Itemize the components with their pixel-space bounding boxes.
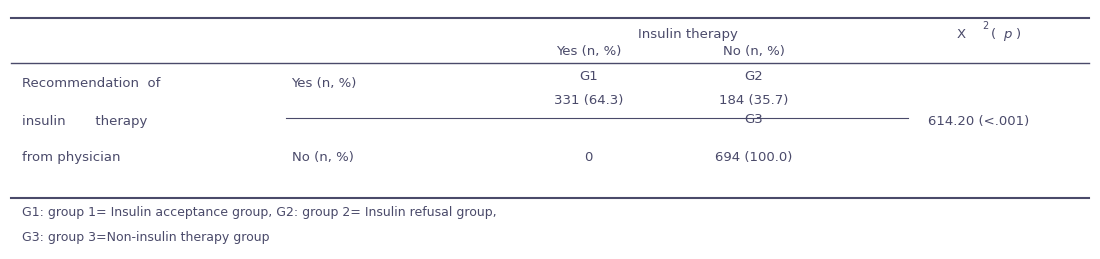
Text: 0: 0 — [584, 152, 593, 164]
Text: Insulin therapy: Insulin therapy — [638, 28, 737, 41]
Text: G3: G3 — [744, 113, 763, 126]
Text: G3: group 3=Non-insulin therapy group: G3: group 3=Non-insulin therapy group — [22, 231, 270, 244]
Text: 331 (64.3): 331 (64.3) — [553, 94, 624, 107]
Text: from physician: from physician — [22, 152, 121, 164]
Text: 2: 2 — [982, 21, 989, 31]
Text: G1: group 1= Insulin acceptance group, G2: group 2= Insulin refusal group,: G1: group 1= Insulin acceptance group, G… — [22, 206, 496, 219]
Text: G1: G1 — [579, 70, 598, 83]
Text: 694 (100.0): 694 (100.0) — [715, 152, 792, 164]
Text: No (n, %): No (n, %) — [292, 152, 353, 164]
Text: Yes (n, %): Yes (n, %) — [292, 77, 356, 90]
Text: Recommendation  of: Recommendation of — [22, 77, 161, 90]
Text: p: p — [1003, 28, 1012, 41]
Text: ): ) — [1016, 28, 1022, 41]
Text: 184 (35.7): 184 (35.7) — [718, 94, 789, 107]
Text: G2: G2 — [744, 70, 763, 83]
Text: Yes (n, %): Yes (n, %) — [556, 45, 622, 58]
Text: (: ( — [991, 28, 997, 41]
Text: 614.20 (<.001): 614.20 (<.001) — [928, 115, 1030, 128]
Text: X: X — [957, 28, 966, 41]
Text: No (n, %): No (n, %) — [723, 45, 784, 58]
Text: insulin       therapy: insulin therapy — [22, 115, 147, 128]
